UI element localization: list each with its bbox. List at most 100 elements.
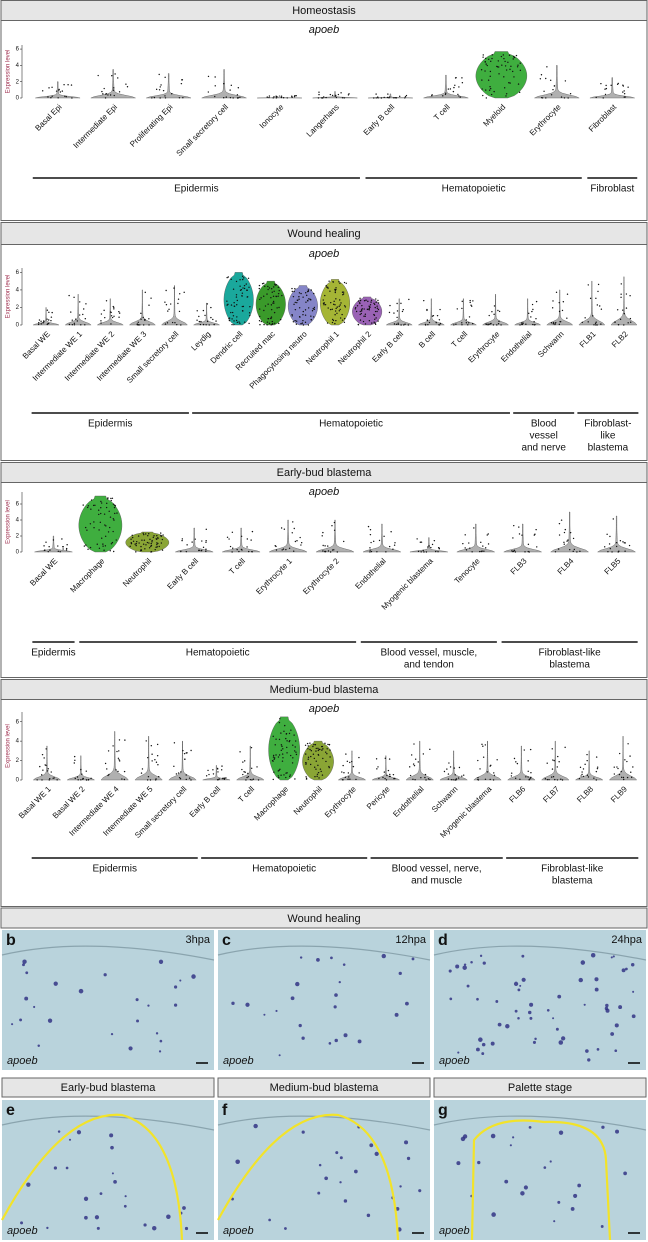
cell-dot: [156, 542, 158, 544]
cell-dot: [335, 96, 338, 99]
violin: [269, 519, 308, 553]
cell-dot: [452, 90, 455, 93]
cell-dot: [242, 287, 244, 289]
cell-dot: [595, 779, 597, 781]
cell-dot: [45, 748, 47, 750]
cell-dot: [373, 314, 376, 317]
category-label: Early B cell: [165, 556, 200, 591]
cell-dot: [618, 752, 621, 755]
cell-dot: [485, 89, 487, 91]
cell-dot: [482, 54, 484, 56]
cell-dot: [272, 754, 275, 757]
cell-dot: [237, 87, 240, 89]
cell-dot: [145, 544, 147, 546]
cell-dot: [610, 84, 612, 87]
cell-dot: [600, 323, 602, 325]
stained-cell: [504, 1179, 509, 1184]
cell-dot: [396, 302, 398, 305]
cell-dot: [316, 773, 319, 775]
cell-dot: [90, 777, 92, 780]
image-label: b: [6, 932, 16, 949]
cell-dot: [277, 756, 280, 758]
cell-dot: [150, 545, 152, 548]
cell-dot: [110, 543, 113, 545]
cell-dot: [617, 767, 619, 770]
gene-name: apoeb: [309, 486, 340, 498]
cell-dot: [135, 551, 137, 553]
cell-dot: [206, 320, 209, 323]
cell-dot: [491, 57, 493, 60]
cell-dot: [285, 737, 287, 740]
cell-dot: [607, 551, 609, 553]
stained-cell: [600, 1225, 604, 1228]
cell-dot: [272, 756, 275, 758]
category-label: Basal Epi: [33, 102, 63, 132]
violin: [610, 276, 638, 326]
cell-dot: [80, 324, 82, 326]
cell-dot: [250, 746, 253, 749]
cell-dot: [392, 773, 395, 776]
cell-dot: [554, 323, 556, 325]
cell-dot: [113, 506, 116, 509]
cell-dot: [236, 299, 239, 302]
cell-dot: [331, 94, 334, 97]
cell-dot: [370, 301, 372, 303]
cell-dot: [321, 745, 323, 748]
cell-dot: [625, 293, 628, 295]
cell-dot: [296, 540, 298, 542]
cell-dot: [80, 768, 82, 771]
stained-cell: [528, 1010, 532, 1015]
cell-dot: [102, 93, 104, 95]
cell-dot: [447, 778, 450, 780]
cell-dot: [394, 97, 397, 99]
violin: [449, 298, 478, 326]
cell-dot: [373, 302, 375, 305]
cell-dot: [177, 298, 180, 300]
category-label: FLB6: [507, 784, 527, 804]
cell-dot: [312, 308, 314, 310]
cell-dot: [315, 768, 317, 770]
cell-dot: [144, 291, 146, 294]
cell-dot: [50, 771, 52, 773]
cell-dot: [566, 317, 568, 319]
cell-dot: [550, 776, 553, 778]
cell-dot: [268, 287, 271, 289]
group-label: like: [600, 431, 615, 442]
cell-dot: [456, 308, 458, 310]
cell-dot: [498, 73, 500, 75]
cell-dot: [369, 547, 371, 549]
cell-dot: [160, 84, 162, 86]
cell-dot: [469, 301, 471, 304]
stained-cell: [583, 1003, 586, 1006]
cell-dot: [518, 526, 520, 528]
cell-dot: [393, 97, 395, 99]
cell-dot: [278, 776, 280, 779]
stained-cell: [37, 1044, 41, 1047]
cell-dot: [349, 761, 351, 764]
cell-dot: [461, 82, 464, 84]
cell-dot: [309, 742, 311, 744]
cell-dot: [214, 76, 216, 78]
cell-dot: [107, 531, 110, 533]
stained-cell: [263, 1013, 266, 1016]
cell-dot: [154, 759, 156, 761]
cell-dot: [110, 323, 112, 325]
cell-dot: [525, 323, 527, 325]
cell-dot: [364, 315, 366, 318]
stained-cell: [475, 1047, 480, 1052]
cell-dot: [427, 323, 429, 326]
cell-dot: [604, 88, 606, 90]
stained-cell: [191, 974, 196, 979]
cell-dot: [170, 303, 172, 305]
violin: [255, 280, 286, 326]
cell-dot: [596, 766, 599, 768]
category-label: Neutrophil: [292, 784, 324, 816]
cell-dot: [226, 276, 228, 279]
cell-dot: [174, 322, 176, 324]
cell-dot: [461, 322, 463, 324]
violin: [90, 69, 136, 99]
cell-dot: [492, 324, 495, 326]
cell-dot: [587, 776, 590, 778]
stained-cell: [623, 1171, 627, 1176]
cell-dot: [342, 293, 345, 295]
